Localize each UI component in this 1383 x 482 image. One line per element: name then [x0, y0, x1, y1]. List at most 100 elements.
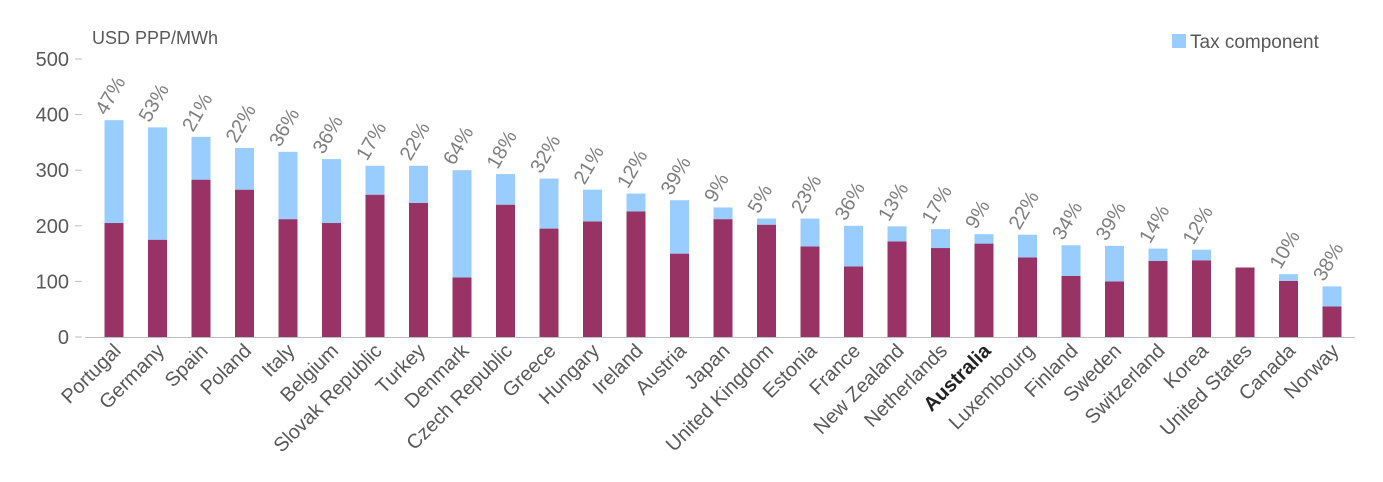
bar-tax-0: [104, 120, 124, 224]
tax-share-label-10: 32%: [526, 131, 565, 177]
bar-base-6: [365, 194, 385, 337]
tax-share-label-27: 10%: [1266, 227, 1305, 273]
bar-tax-28: [1322, 286, 1342, 307]
bar-base-23: [1105, 281, 1124, 337]
y-tick-label: 0: [58, 327, 69, 349]
tax-share-label-4: 36%: [265, 104, 304, 150]
bar-base-10: [539, 228, 559, 337]
tax-share-label-7: 22%: [396, 118, 435, 164]
bar-base-9: [496, 204, 515, 337]
y-tick-label: 100: [36, 271, 69, 293]
category-label-13: Austria: [631, 339, 691, 399]
bars: [104, 120, 1342, 337]
bar-tax-23: [1105, 245, 1124, 282]
bar-tax-27: [1279, 274, 1298, 281]
bar-base-20: [974, 243, 994, 337]
bar-base-27: [1279, 280, 1298, 337]
bar-tax-14: [713, 207, 733, 220]
bar-base-16: [800, 246, 820, 337]
bar-base-22: [1061, 275, 1081, 337]
bar-tax-2: [191, 136, 211, 180]
tax-share-label-21: 22%: [1005, 187, 1044, 233]
bar-tax-3: [235, 147, 254, 190]
tax-share-label-15: 5%: [744, 181, 778, 217]
tax-share-label-6: 17%: [352, 118, 391, 164]
y-tick-label: 200: [36, 216, 69, 238]
bar-base-5: [322, 223, 341, 337]
bar-base-17: [844, 266, 863, 337]
bar-tax-18: [887, 226, 907, 242]
bar-tax-10: [539, 178, 559, 229]
tax-share-label-14: 9%: [700, 170, 734, 206]
bar-base-12: [626, 211, 646, 337]
bar-base-11: [583, 221, 602, 337]
tax-share-label-13: 39%: [657, 153, 696, 199]
tax-share-label-9: 18%: [483, 127, 522, 173]
legend: Tax component: [1172, 32, 1320, 53]
tax-share-label-8: 64%: [439, 123, 478, 169]
bar-tax-13: [670, 200, 689, 254]
tax-share-label-16: 23%: [787, 171, 826, 217]
y-tick-label: 400: [36, 105, 69, 127]
tax-share-label-23: 39%: [1092, 198, 1131, 244]
tax-share-label-5: 36%: [309, 112, 348, 158]
bar-base-14: [713, 219, 733, 337]
tax-share-label-3: 22%: [222, 101, 261, 147]
bar-tax-9: [496, 174, 515, 205]
bar-base-18: [887, 241, 907, 337]
tax-share-label-17: 36%: [831, 178, 870, 224]
tax-share-label-1: 53%: [135, 80, 174, 126]
bar-tax-11: [583, 189, 602, 222]
bar-tax-4: [278, 151, 298, 220]
bar-base-24: [1148, 260, 1168, 337]
legend-label-tax: Tax component: [1190, 32, 1320, 53]
tax-share-label-24: 14%: [1135, 201, 1174, 247]
bar-tax-21: [1018, 234, 1037, 258]
bar-base-3: [235, 189, 254, 337]
bar-tax-1: [148, 127, 167, 240]
tax-share-label-0: 47%: [91, 73, 130, 119]
y-axis: 0 100 200 300 400 500: [36, 49, 82, 349]
tax-share-label-18: 13%: [874, 179, 913, 225]
bar-tax-6: [365, 165, 385, 195]
bar-tax-8: [452, 170, 472, 278]
tax-share-label-20: 9%: [961, 196, 995, 232]
bar-base-7: [409, 203, 428, 337]
bar-tax-12: [626, 193, 646, 212]
bar-base-25: [1192, 260, 1211, 337]
bar-base-19: [931, 248, 950, 337]
tax-share-label-22: 34%: [1048, 198, 1087, 244]
bar-base-13: [670, 253, 689, 337]
bar-base-4: [278, 219, 298, 337]
bar-tax-5: [322, 159, 341, 224]
tax-share-label-19: 17%: [918, 182, 957, 228]
bar-tax-15: [757, 218, 776, 225]
y-tick-label: 500: [36, 49, 69, 71]
bar-tax-24: [1148, 248, 1168, 261]
bar-base-0: [104, 223, 124, 337]
bar-tax-16: [800, 218, 820, 247]
tax-share-label-12: 12%: [613, 146, 652, 192]
bar-base-1: [148, 239, 167, 337]
bar-base-26: [1235, 267, 1255, 337]
tax-share-label-2: 21%: [178, 89, 217, 135]
bar-tax-22: [1061, 245, 1081, 276]
bar-tax-20: [974, 234, 994, 244]
bar-base-2: [191, 179, 211, 337]
bar-tax-17: [844, 225, 863, 267]
bar-base-28: [1322, 306, 1342, 337]
tax-share-label-25: 12%: [1179, 202, 1218, 248]
legend-swatch-tax: [1172, 34, 1186, 48]
bar-tax-25: [1192, 249, 1211, 261]
bar-tax-7: [409, 165, 428, 204]
y-tick-label: 300: [36, 160, 69, 182]
bar-base-21: [1018, 257, 1037, 337]
tax-share-label-28: 38%: [1309, 239, 1348, 285]
bar-base-15: [757, 224, 776, 337]
y-axis-unit-label: USD PPP/MWh: [92, 28, 218, 48]
tax-share-label-11: 21%: [570, 142, 609, 188]
bar-tax-19: [931, 229, 950, 249]
bar-base-8: [452, 277, 472, 337]
